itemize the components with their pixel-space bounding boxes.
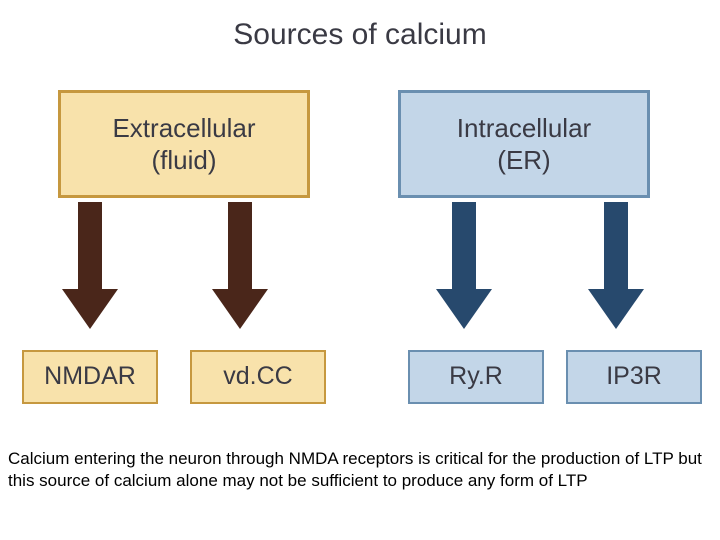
caption-text: Calcium entering the neuron through NMDA…: [8, 448, 712, 492]
ip3r-box: IP3R: [566, 350, 702, 404]
ryr-box: Ry.R: [408, 350, 544, 404]
diagram-area: Extracellular (fluid) Intracellular (ER)…: [0, 52, 720, 432]
extracellular-label-2: (fluid): [112, 144, 255, 177]
extracellular-box: Extracellular (fluid): [58, 90, 310, 198]
nmdar-box: NMDAR: [22, 350, 158, 404]
extracellular-label-1: Extracellular: [112, 112, 255, 145]
intracellular-label-1: Intracellular: [457, 112, 591, 145]
intracellular-box: Intracellular (ER): [398, 90, 650, 198]
intracellular-label-2: (ER): [457, 144, 591, 177]
diagram-title: Sources of calcium: [0, 0, 720, 52]
vdcc-box: vd.CC: [190, 350, 326, 404]
